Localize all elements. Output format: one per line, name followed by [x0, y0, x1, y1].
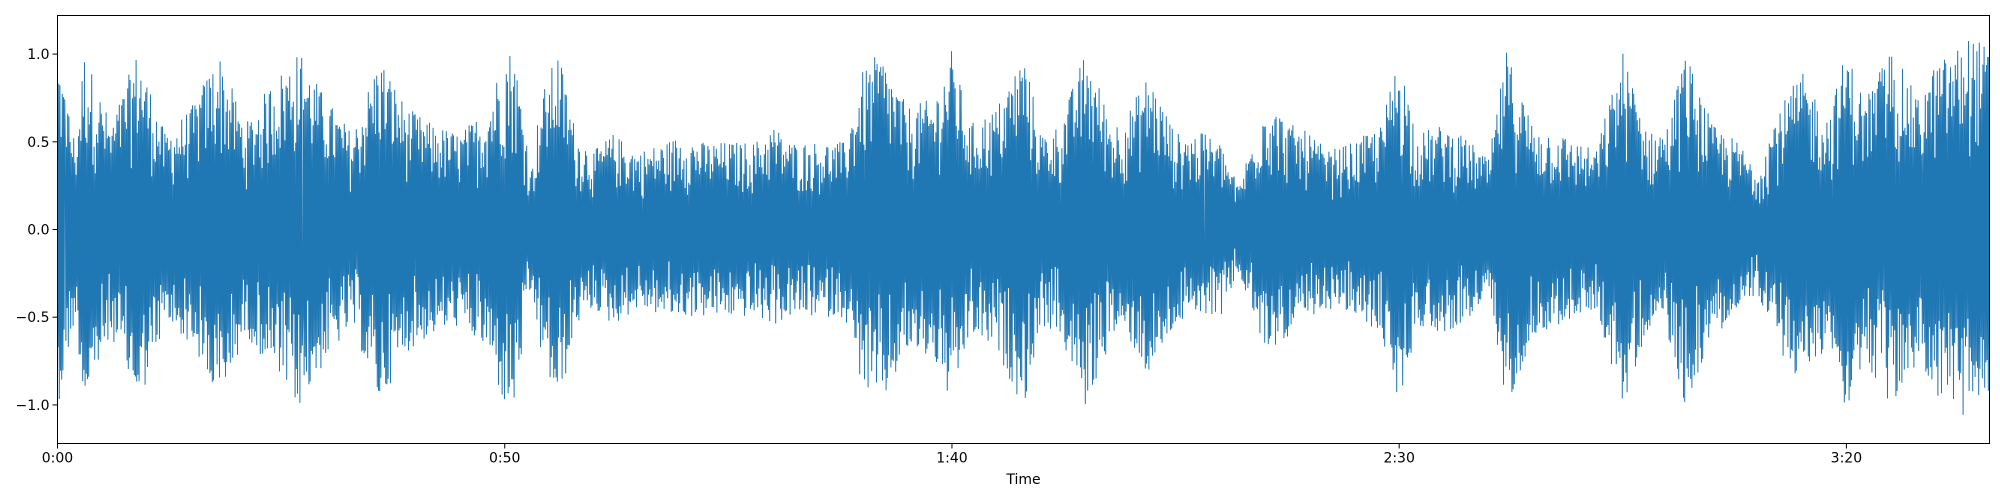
y-tick-label: 1.0 [27, 47, 49, 63]
x-axis-label: Time [1005, 472, 1040, 488]
x-tick-label: 2:30 [1383, 451, 1414, 467]
x-axis: 0:00 0:50 1:40 2:30 3:20 [42, 443, 1862, 467]
x-tick-label: 0:50 [489, 451, 520, 467]
y-tick-label: 0.0 [27, 223, 49, 239]
plot-area [57, 40, 1990, 415]
x-tick-label: 1:40 [936, 451, 967, 467]
x-tick-label: 3:20 [1831, 451, 1862, 467]
y-tick-label: 0.5 [27, 135, 49, 151]
x-tick-label: 0:00 [42, 451, 73, 467]
y-tick-label: −0.5 [16, 310, 50, 326]
waveform-series-0 [57, 40, 1990, 415]
y-tick-label: −1.0 [16, 398, 50, 414]
y-axis: −1.0 −0.5 0.0 0.5 1.0 [16, 47, 58, 414]
axes-frame [57, 15, 1990, 444]
